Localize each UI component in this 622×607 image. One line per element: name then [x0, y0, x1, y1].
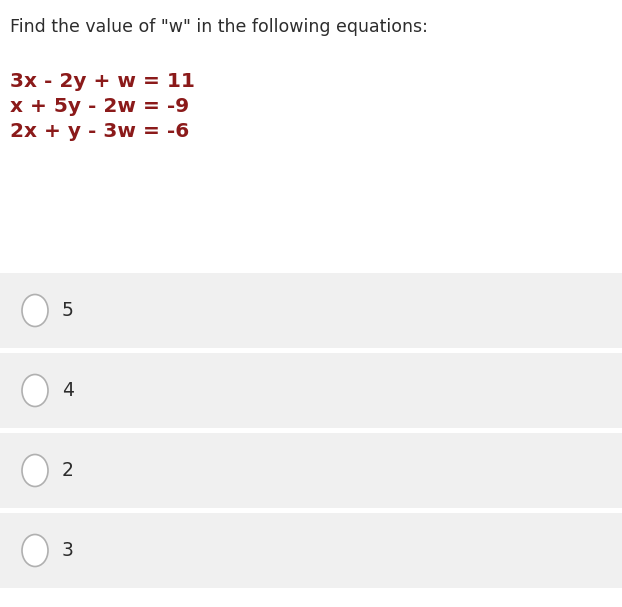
Bar	[0, 513, 622, 588]
Text: x + 5y - 2w = -9: x + 5y - 2w = -9	[10, 97, 189, 116]
Ellipse shape	[22, 375, 48, 407]
Ellipse shape	[22, 455, 48, 486]
Ellipse shape	[22, 294, 48, 327]
Bar	[0, 273, 622, 348]
Text: 3: 3	[62, 541, 74, 560]
Bar	[0, 353, 622, 428]
Text: 4: 4	[62, 381, 74, 400]
Text: Find the value of "w" in the following equations:: Find the value of "w" in the following e…	[10, 18, 428, 36]
Bar	[0, 433, 622, 508]
Text: 2: 2	[62, 461, 74, 480]
Text: 5: 5	[62, 301, 74, 320]
Text: 3x - 2y + w = 11: 3x - 2y + w = 11	[10, 72, 195, 91]
Ellipse shape	[22, 535, 48, 566]
Text: 2x + y - 3w = -6: 2x + y - 3w = -6	[10, 122, 189, 141]
